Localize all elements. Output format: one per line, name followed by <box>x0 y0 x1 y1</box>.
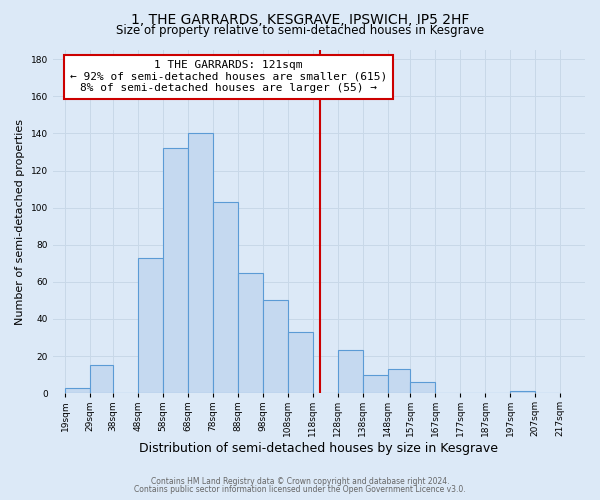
Bar <box>188 134 212 393</box>
Bar <box>65 388 90 393</box>
Y-axis label: Number of semi-detached properties: Number of semi-detached properties <box>15 118 25 324</box>
Text: Size of property relative to semi-detached houses in Kesgrave: Size of property relative to semi-detach… <box>116 24 484 37</box>
Bar <box>287 332 313 393</box>
Text: Contains HM Land Registry data © Crown copyright and database right 2024.: Contains HM Land Registry data © Crown c… <box>151 477 449 486</box>
X-axis label: Distribution of semi-detached houses by size in Kesgrave: Distribution of semi-detached houses by … <box>139 442 499 455</box>
Bar <box>263 300 287 393</box>
Bar <box>362 374 388 393</box>
Bar <box>163 148 188 393</box>
Text: 1 THE GARRARDS: 121sqm
← 92% of semi-detached houses are smaller (615)
8% of sem: 1 THE GARRARDS: 121sqm ← 92% of semi-det… <box>70 60 387 94</box>
Bar <box>238 272 263 393</box>
Bar <box>388 369 410 393</box>
Bar <box>510 392 535 393</box>
Bar <box>90 366 113 393</box>
Text: Contains public sector information licensed under the Open Government Licence v3: Contains public sector information licen… <box>134 485 466 494</box>
Bar <box>338 350 362 393</box>
Bar <box>410 382 435 393</box>
Text: 1, THE GARRARDS, KESGRAVE, IPSWICH, IP5 2HF: 1, THE GARRARDS, KESGRAVE, IPSWICH, IP5 … <box>131 12 469 26</box>
Bar <box>212 202 238 393</box>
Bar <box>137 258 163 393</box>
